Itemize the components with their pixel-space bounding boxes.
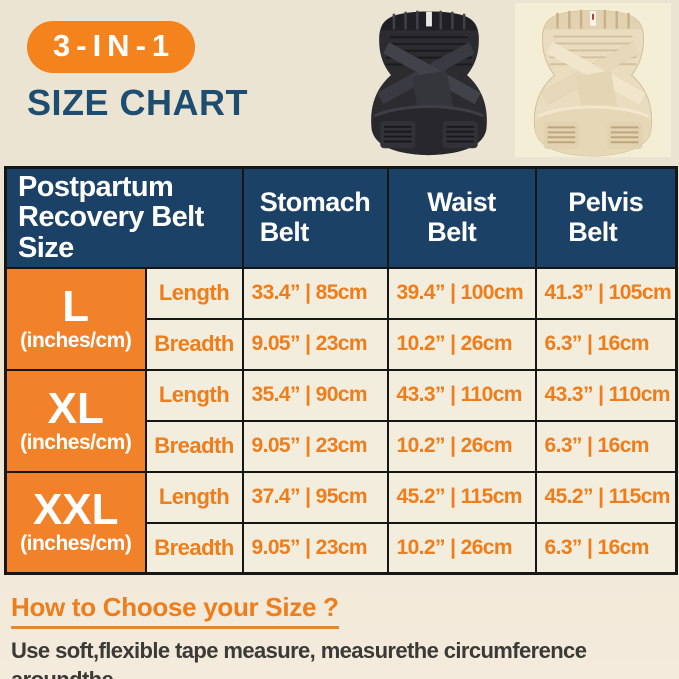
column-header-pelvis-belt: Pelvis Belt	[534, 166, 678, 269]
value-cell: 35.4” | 90cm	[241, 368, 389, 422]
how-to-choose-body: Use soft,flexible tape measure, measuret…	[11, 638, 587, 679]
table-row: Breadth 9.05” | 23cm 10.2” | 26cm 6.3” |…	[6, 419, 678, 473]
table-row: Breadth 9.05” | 23cm 10.2” | 26cm 6.3” |…	[6, 521, 678, 575]
value-cell: 45.2” | 115cm	[534, 470, 678, 524]
value-cell: 33.4” | 85cm	[241, 266, 389, 320]
product-photos	[351, 2, 674, 160]
value-cell: 41.3” | 105cm	[534, 266, 678, 320]
size-chart-table: Postpartum Recovery Belt Size Stomach Be…	[4, 166, 679, 575]
size-letter: XL	[47, 383, 104, 433]
size-letter: L	[62, 281, 90, 331]
size-unit: (inches/cm)	[20, 328, 132, 352]
column-header-label: Pelvis Belt	[568, 187, 644, 247]
value-cell: 10.2” | 26cm	[386, 419, 537, 473]
value-cell: 6.3” | 16cm	[534, 419, 678, 473]
row-label-length: Length	[144, 266, 244, 320]
value-cell: 9.05” | 23cm	[241, 521, 389, 575]
corner-header: Postpartum Recovery Belt Size	[4, 166, 244, 269]
table-row: L (inches/cm) Length 33.4” | 85cm 39.4” …	[4, 266, 678, 371]
value-cell: 9.05” | 23cm	[241, 317, 389, 371]
beige-belt-image	[514, 2, 672, 158]
value-cell: 39.4” | 100cm	[386, 266, 537, 320]
value-cell: 10.2” | 26cm	[386, 317, 537, 371]
row-label-length: Length	[144, 368, 244, 422]
how-to-choose-heading: How to Choose your Size ?	[11, 592, 339, 629]
belt-tag	[426, 11, 432, 27]
value-cell: 43.3” | 110cm	[386, 368, 537, 422]
table-row: Breadth 9.05” | 23cm 10.2” | 26cm 6.3” |…	[6, 317, 678, 371]
row-label-breadth: Breadth	[144, 521, 244, 575]
column-header-stomach-belt: Stomach Belt	[241, 166, 389, 269]
badge-label: 3-IN-1	[53, 28, 176, 63]
column-header-label: Stomach Belt	[259, 187, 371, 247]
size-cell-xxl: XXL (inches/cm)	[4, 470, 147, 575]
value-cell: 45.2” | 115cm	[386, 470, 537, 524]
size-unit: (inches/cm)	[20, 430, 132, 454]
size-cell-l: L (inches/cm)	[4, 266, 147, 371]
value-cell: 10.2” | 26cm	[386, 521, 537, 575]
black-belt-image	[371, 10, 487, 156]
row-label-length: Length	[144, 470, 244, 524]
value-cell: 9.05” | 23cm	[241, 419, 389, 473]
value-cell: 43.3” | 110cm	[534, 368, 678, 422]
size-unit: (inches/cm)	[20, 532, 132, 556]
row-label-breadth: Breadth	[144, 317, 244, 371]
how-to-choose-section: How to Choose your Size ? Use soft,flexi…	[11, 592, 671, 679]
table-header-row: Postpartum Recovery Belt Size Stomach Be…	[4, 166, 678, 269]
value-cell: 6.3” | 16cm	[534, 521, 678, 575]
column-header-waist-belt: Waist Belt	[386, 166, 537, 269]
column-header-label: Waist Belt	[427, 187, 496, 247]
table-row: XL (inches/cm) Length 35.4” | 90cm 43.3”…	[4, 368, 678, 473]
size-cell-xl: XL (inches/cm)	[4, 368, 147, 473]
size-letter: XXL	[32, 485, 119, 535]
page-title: SIZE CHART	[27, 82, 248, 123]
value-cell: 37.4” | 95cm	[241, 470, 389, 524]
value-cell: 6.3” | 16cm	[534, 317, 678, 371]
table-row: XXL (inches/cm) Length 37.4” | 95cm 45.2…	[4, 470, 678, 575]
badge-3-in-1: 3-IN-1	[27, 21, 196, 73]
row-label-breadth: Breadth	[144, 419, 244, 473]
